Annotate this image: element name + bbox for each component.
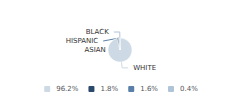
svg-text:ASIAN: ASIAN — [84, 46, 105, 54]
svg-text:WHITE: WHITE — [133, 64, 156, 72]
svg-text:96.2%: 96.2% — [56, 85, 79, 93]
svg-text:1.6%: 1.6% — [140, 85, 158, 93]
svg-text:0.4%: 0.4% — [180, 85, 198, 93]
svg-text:1.8%: 1.8% — [100, 85, 118, 93]
svg-text:HISPANIC: HISPANIC — [66, 37, 99, 45]
svg-text:BLACK: BLACK — [86, 28, 109, 36]
